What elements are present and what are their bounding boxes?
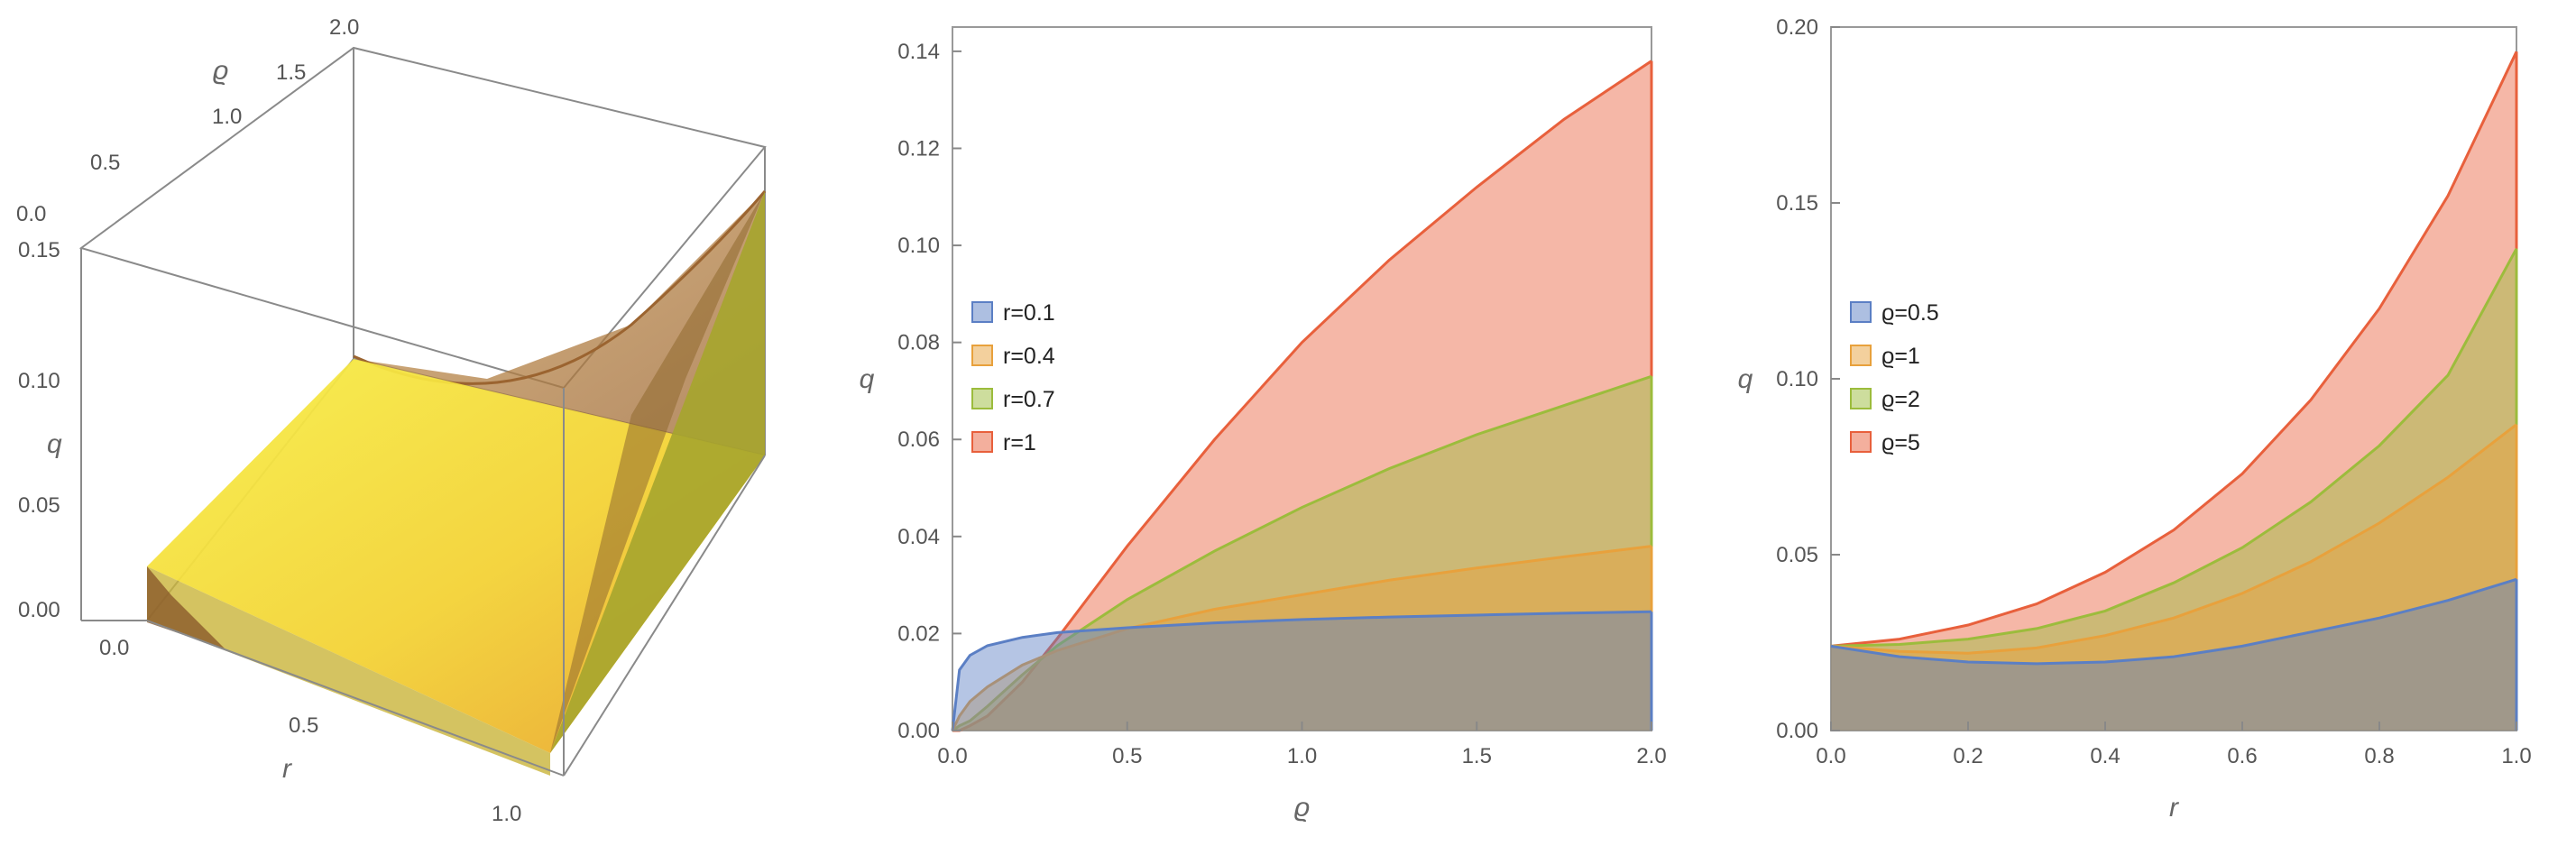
area-fill-r=1	[952, 60, 1651, 731]
legend-label: r=0.4	[1003, 344, 1055, 369]
y-tick-0.5: 0.5	[90, 151, 120, 175]
y-axis-label: ϱ	[213, 56, 228, 86]
legend-swatch	[971, 301, 993, 323]
legend-label: ϱ=2	[1881, 387, 1920, 412]
area-fill-ϱ=1	[1831, 424, 2516, 731]
x-tick-label: 0.5	[1112, 744, 1142, 768]
legend-swatch	[971, 431, 993, 453]
x-axis-label: r	[282, 754, 292, 784]
series-areas	[951, 60, 1653, 732]
series-line-r=0.7	[952, 374, 1652, 732]
z-axis-ticks: 0.15 0.10 0.05 0.00	[18, 238, 60, 622]
x-tick-label: 1.5	[1462, 744, 1492, 768]
legend-label: ϱ=1	[1881, 344, 1920, 369]
y-tick-1.0: 1.0	[212, 105, 242, 129]
chart-q-vs-rho: 0.0 0.5 1.0 1.5 2.0 0.00 0.02 0.04 0.06 0.08 0.10 0…	[860, 26, 1667, 823]
area-fill-ϱ=0.5	[1831, 579, 2516, 731]
y-axis-ticks: 0.0 0.5 1.0 1.5 2.0	[16, 15, 359, 226]
series-line-r=1	[952, 60, 1652, 732]
x-tick-label: 0.4	[2090, 744, 2120, 768]
z-tick-0.10: 0.10	[18, 369, 60, 393]
legend: ϱ=0.5 ϱ=1 ϱ=2 ϱ=5	[1850, 300, 1939, 455]
axis-ticks: 0.0 0.5 1.0 1.5 2.0 0.00 0.02 0.04 0.06 0.08 0.10 0…	[897, 40, 1666, 768]
area-fill-r=0.7	[952, 376, 1651, 731]
x-tick-1.0: 1.0	[492, 802, 521, 826]
y-tick-label: 0.20	[1776, 15, 1818, 40]
x-tick-label: 1.0	[2501, 744, 2531, 768]
chart-q-vs-r: 0.0 0.2 0.4 0.6 0.8 1.0 0.00 0.05 0.10 0.15 0.20 r…	[1738, 15, 2532, 823]
y-tick-label: 0.04	[897, 525, 940, 549]
series-line-ϱ=0.5	[1830, 577, 2517, 666]
surface-3d-plot: 0.15 0.10 0.05 0.00 q 0.0 0.5 1.0 1.5 2.…	[16, 15, 767, 826]
legend-swatch	[1850, 431, 1872, 453]
y-tick-label: 0.00	[897, 719, 940, 743]
y-tick-label: 0.10	[1776, 367, 1818, 391]
x-tick-label: 0.8	[2364, 744, 2394, 768]
legend-swatch	[971, 345, 993, 366]
series-line-ϱ=2	[1830, 247, 2518, 648]
series-areas	[1830, 51, 2518, 731]
axis-ticks: 0.0 0.2 0.4 0.6 0.8 1.0 0.00 0.05 0.10 0.15 0.20	[1776, 15, 2531, 768]
series-line-ϱ=5	[1830, 51, 2518, 648]
front-box-edges	[80, 248, 766, 777]
legend-label: r=0.7	[1003, 387, 1055, 412]
area-fill-r=0.4	[952, 546, 1651, 731]
x-tick-label: 0.0	[937, 744, 967, 768]
legend-swatch	[1850, 301, 1872, 323]
area-fill-ϱ=2	[1831, 248, 2516, 731]
z-tick-0.05: 0.05	[18, 493, 60, 518]
x-tick-0.0: 0.0	[99, 636, 129, 660]
x-tick-label: 0.6	[2227, 744, 2257, 768]
y-tick-label: 0.14	[897, 40, 940, 64]
y-tick-2.0: 2.0	[329, 15, 359, 40]
y-tick-label: 0.12	[897, 136, 940, 161]
y-tick-label: 0.00	[1776, 719, 1818, 743]
x-axis-label: r	[2169, 793, 2179, 823]
y-tick-1.5: 1.5	[276, 60, 306, 85]
surface-left-wall	[147, 566, 550, 776]
y-tick-label: 0.02	[897, 621, 940, 646]
surface-right-wall	[550, 191, 765, 753]
legend-swatch	[971, 388, 993, 409]
legend-label: r=1	[1003, 430, 1036, 455]
legend-label: r=0.1	[1003, 300, 1055, 326]
area-fill-r=0.1	[952, 612, 1651, 731]
series-line-ϱ=1	[1830, 423, 2517, 655]
z-axis-label: q	[47, 429, 62, 459]
x-tick-label: 0.0	[1816, 744, 1845, 768]
y-tick-label: 0.05	[1776, 543, 1818, 567]
z-tick-0.15: 0.15	[18, 238, 60, 262]
series-line-r=0.1	[951, 610, 1652, 731]
y-tick-label: 0.10	[897, 234, 940, 258]
x-tick-0.5: 0.5	[289, 713, 318, 738]
area-fill-ϱ=5	[1831, 51, 2516, 731]
y-tick-label: 0.15	[1776, 191, 1818, 216]
y-axis-label: q	[860, 364, 875, 394]
x-axis-label: ϱ	[1294, 793, 1310, 823]
x-axis-ticks: 0.0 0.5 1.0	[99, 636, 521, 826]
x-tick-label: 1.0	[1287, 744, 1317, 768]
y-tick-label: 0.08	[897, 331, 940, 355]
legend-swatch	[1850, 388, 1872, 409]
y-tick-label: 0.06	[897, 428, 940, 452]
z-tick-0.00: 0.00	[18, 598, 60, 622]
x-tick-label: 0.2	[1953, 744, 1983, 768]
legend: r=0.1 r=0.4 r=0.7 r=1	[971, 300, 1055, 455]
legend-label: ϱ=5	[1881, 430, 1920, 455]
y-tick-0.0: 0.0	[16, 202, 46, 226]
legend-label: ϱ=0.5	[1881, 300, 1939, 326]
y-axis-label: q	[1738, 364, 1753, 394]
legend-swatch	[1850, 345, 1872, 366]
x-tick-label: 2.0	[1636, 744, 1666, 768]
